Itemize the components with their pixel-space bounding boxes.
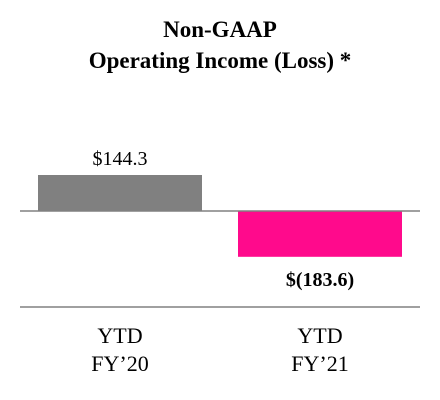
bar-ytd-fy21 (238, 211, 402, 257)
bars-layer (38, 175, 402, 257)
chart-title-line-1: Non-GAAP (163, 17, 277, 42)
chart-title-line-2: Operating Income (Loss) * (88, 48, 352, 73)
x-tick-label-line: YTD (297, 323, 343, 348)
x-tick-label-line: FY’21 (291, 351, 349, 376)
data-labels-layer: $144.3 $(183.6) (93, 148, 355, 291)
x-tick-label-line: FY’20 (91, 351, 149, 376)
data-label-ytd-fy20: $144.3 (93, 148, 148, 170)
bar-ytd-fy20 (38, 175, 202, 211)
chart-title: Non-GAAP Operating Income (Loss) * (0, 14, 440, 76)
data-label-ytd-fy21: $(183.6) (286, 269, 354, 291)
x-tick-label-line: YTD (97, 323, 143, 348)
x-tick-label-ytd-fy21: YTD FY’21 (235, 322, 405, 378)
x-tick-label-ytd-fy20: YTD FY’20 (35, 322, 205, 378)
